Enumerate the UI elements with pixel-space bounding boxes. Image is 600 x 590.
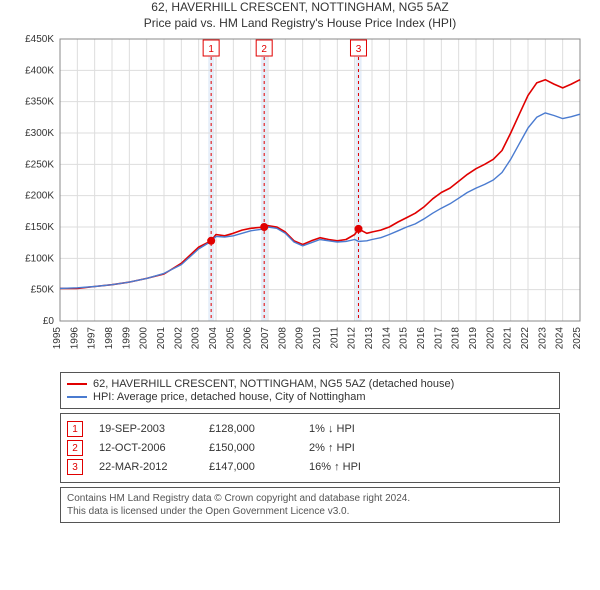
svg-text:2013: 2013 [364,327,375,350]
legend: 62, HAVERHILL CRESCENT, NOTTINGHAM, NG5 … [60,372,560,409]
event-pct-vs-hpi: 16% ↑ HPI [309,461,429,473]
svg-text:2016: 2016 [416,327,427,350]
svg-text:£150K: £150K [25,222,54,233]
svg-text:£350K: £350K [25,97,54,108]
svg-text:2022: 2022 [520,327,531,350]
event-price: £150,000 [209,442,309,454]
svg-text:£0: £0 [43,316,55,327]
price-chart: 1 2 3 £0 £50K £100K £150K £200K £250K £300K £350K £… [0,31,600,366]
legend-row: HPI: Average price, detached house, City… [67,391,553,403]
event-price: £147,000 [209,461,309,473]
svg-text:2006: 2006 [243,327,254,350]
event-date: 19-SEP-2003 [99,423,209,435]
events-table: 1 19-SEP-2003£128,0001% ↓ HPI 2 12-OCT-2006… [60,413,560,483]
svg-text:2000: 2000 [139,327,150,350]
event-row: 2 12-OCT-2006£150,0002% ↑ HPI [67,440,553,456]
svg-text:2: 2 [261,44,267,55]
event-date: 12-OCT-2006 [99,442,209,454]
svg-text:2012: 2012 [347,327,358,350]
event-price: £128,000 [209,423,309,435]
svg-text:2015: 2015 [399,327,410,350]
svg-text:£100K: £100K [25,254,54,265]
svg-text:1997: 1997 [87,327,98,350]
chart-svg: 1 2 3 £0 £50K £100K £150K £200K £250K £300K £350K £… [0,31,600,361]
svg-text:2017: 2017 [433,327,444,350]
svg-text:£250K: £250K [25,160,54,171]
svg-text:3: 3 [356,44,362,55]
event-row: 3 22-MAR-2012£147,00016% ↑ HPI [67,459,553,475]
legend-swatch [67,396,87,398]
svg-text:1998: 1998 [104,327,115,350]
svg-text:£300K: £300K [25,128,54,139]
svg-text:2021: 2021 [503,327,514,350]
svg-text:1995: 1995 [52,327,63,350]
svg-text:2003: 2003 [191,327,202,350]
legend-label: 62, HAVERHILL CRESCENT, NOTTINGHAM, NG5 … [93,378,454,390]
svg-text:2014: 2014 [381,327,392,350]
svg-text:£200K: £200K [25,191,54,202]
svg-text:2001: 2001 [156,327,167,350]
svg-text:2023: 2023 [537,327,548,350]
title-line-2: Price paid vs. HM Land Registry's House … [0,16,600,32]
svg-text:2019: 2019 [468,327,479,350]
svg-text:2002: 2002 [173,327,184,350]
svg-text:2008: 2008 [277,327,288,350]
event-pct-vs-hpi: 1% ↓ HPI [309,423,429,435]
attribution-line-2: This data is licensed under the Open Gov… [67,505,553,518]
svg-text:2004: 2004 [208,327,219,350]
svg-text:1: 1 [208,44,214,55]
event-number-box: 2 [67,440,83,456]
svg-text:£50K: £50K [31,285,55,296]
svg-text:2011: 2011 [329,327,340,349]
svg-text:1996: 1996 [69,327,80,350]
legend-label: HPI: Average price, detached house, City… [93,391,366,403]
svg-text:£400K: £400K [25,66,54,77]
svg-text:£450K: £450K [25,34,54,45]
svg-text:2020: 2020 [485,327,496,350]
svg-text:2018: 2018 [451,327,462,350]
attribution: Contains HM Land Registry data © Crown c… [60,487,560,523]
event-row: 1 19-SEP-2003£128,0001% ↓ HPI [67,421,553,437]
svg-text:2010: 2010 [312,327,323,350]
event-pct-vs-hpi: 2% ↑ HPI [309,442,429,454]
legend-swatch [67,383,87,385]
svg-text:1999: 1999 [121,327,132,350]
legend-row: 62, HAVERHILL CRESCENT, NOTTINGHAM, NG5 … [67,378,553,390]
svg-text:2005: 2005 [225,327,236,350]
event-number-box: 3 [67,459,83,475]
svg-text:2009: 2009 [295,327,306,350]
event-date: 22-MAR-2012 [99,461,209,473]
svg-text:2024: 2024 [555,327,566,350]
attribution-line-1: Contains HM Land Registry data © Crown c… [67,492,553,505]
svg-text:2025: 2025 [572,327,583,350]
title-line-1: 62, HAVERHILL CRESCENT, NOTTINGHAM, NG5 … [0,0,600,16]
svg-text:2007: 2007 [260,327,271,350]
event-number-box: 1 [67,421,83,437]
